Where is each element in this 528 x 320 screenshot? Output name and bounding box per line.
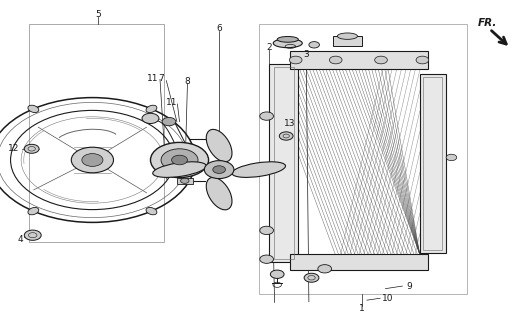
Circle shape bbox=[82, 154, 103, 166]
Circle shape bbox=[260, 226, 274, 235]
Ellipse shape bbox=[277, 36, 298, 42]
Circle shape bbox=[162, 117, 176, 126]
Text: 11: 11 bbox=[166, 98, 177, 107]
Ellipse shape bbox=[337, 33, 357, 39]
Circle shape bbox=[150, 142, 209, 178]
Circle shape bbox=[142, 113, 159, 124]
Text: 6: 6 bbox=[216, 24, 222, 33]
Bar bbox=[333, 36, 362, 46]
Ellipse shape bbox=[206, 129, 232, 162]
Bar bbox=[29, 24, 164, 242]
Ellipse shape bbox=[146, 207, 157, 215]
Ellipse shape bbox=[153, 162, 206, 177]
Bar bbox=[290, 51, 428, 69]
Ellipse shape bbox=[28, 207, 39, 215]
Circle shape bbox=[71, 147, 114, 173]
Circle shape bbox=[161, 149, 198, 171]
Bar bbox=[269, 64, 298, 262]
Circle shape bbox=[416, 56, 429, 64]
Circle shape bbox=[24, 144, 39, 153]
Text: 4: 4 bbox=[17, 236, 23, 244]
Text: 3: 3 bbox=[304, 50, 309, 59]
Bar bbox=[274, 67, 294, 259]
Ellipse shape bbox=[232, 162, 286, 177]
Text: 2: 2 bbox=[267, 44, 272, 52]
Circle shape bbox=[446, 154, 457, 161]
Circle shape bbox=[304, 273, 319, 282]
Circle shape bbox=[260, 112, 274, 120]
Bar bbox=[259, 24, 467, 294]
Circle shape bbox=[309, 42, 319, 48]
Text: 11: 11 bbox=[147, 74, 159, 83]
Bar bbox=[177, 178, 193, 184]
Text: 8: 8 bbox=[185, 77, 190, 86]
Circle shape bbox=[270, 270, 284, 278]
Circle shape bbox=[181, 178, 189, 183]
Circle shape bbox=[204, 161, 234, 179]
Text: 5: 5 bbox=[95, 10, 100, 19]
Circle shape bbox=[289, 56, 302, 64]
Text: 1: 1 bbox=[359, 304, 364, 313]
Text: 9: 9 bbox=[407, 282, 412, 291]
Circle shape bbox=[375, 56, 388, 64]
Text: 13: 13 bbox=[284, 119, 295, 128]
Ellipse shape bbox=[146, 105, 157, 113]
Text: 7: 7 bbox=[158, 74, 164, 83]
Circle shape bbox=[329, 56, 342, 64]
Ellipse shape bbox=[206, 177, 232, 210]
Circle shape bbox=[213, 166, 225, 173]
Ellipse shape bbox=[274, 39, 303, 48]
Bar bbox=[290, 254, 428, 270]
Bar bbox=[420, 74, 446, 253]
Circle shape bbox=[318, 265, 332, 273]
Circle shape bbox=[260, 255, 274, 263]
Circle shape bbox=[172, 155, 187, 165]
Text: FR.: FR. bbox=[478, 18, 497, 28]
Ellipse shape bbox=[28, 105, 39, 113]
Circle shape bbox=[24, 230, 41, 240]
Text: 12: 12 bbox=[7, 144, 19, 153]
Bar bbox=[423, 77, 442, 250]
Circle shape bbox=[279, 132, 293, 140]
Text: 10: 10 bbox=[382, 294, 394, 303]
